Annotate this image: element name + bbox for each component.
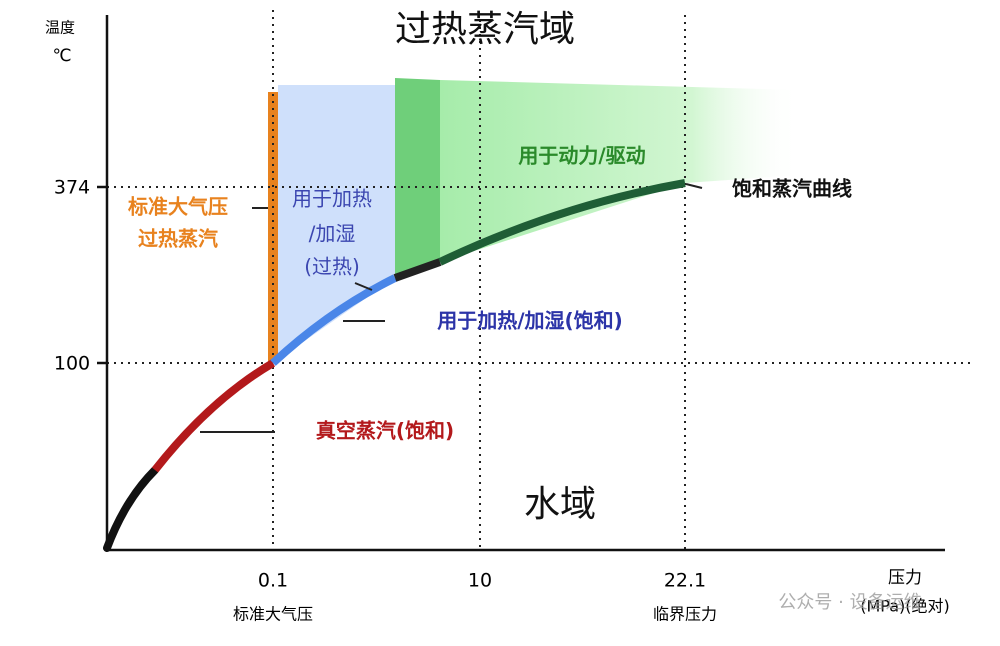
watermark: 公众号 · 设备运维 [778,592,921,613]
gridlines [107,10,975,550]
leader [354,282,373,291]
curve-segment [151,359,276,473]
y-label: ℃ [52,46,71,66]
curve-segment [103,466,159,552]
dark-green-region [395,78,440,278]
curve-segment [393,258,442,282]
curve-label: 用于加热/加湿(饱和) [437,309,623,333]
regions [268,78,800,363]
y-label: 温度 [45,19,75,37]
x-tick-note: 标准大气压 [233,605,313,624]
y-tick-label: 100 [54,353,90,375]
x-tick-label: 10 [468,570,492,592]
region-label: 过热蒸汽 [138,227,218,251]
region-label: (过热) [304,255,360,279]
saturation-curve [103,179,686,552]
x-label: (MPa)(绝对) [860,597,950,616]
curve-label: 真空蒸汽(饱和) [316,419,454,443]
region-label: 标准大气压 [128,195,228,219]
title: 过热蒸汽域 [395,9,575,50]
x-tick-note: 临界压力 [653,605,717,624]
leader [685,183,703,189]
curve-label: 饱和蒸汽曲线 [732,177,852,201]
water-label: 水域 [524,484,596,525]
region-label: /加湿 [309,222,356,246]
region-label: 用于加热 [292,187,372,211]
y-tick-label: 374 [54,177,90,199]
x-label: 压力 [888,568,922,588]
curve-segment [438,179,686,266]
leaders [200,183,703,433]
green-region [440,80,800,262]
curve-segment [270,274,397,366]
region-label: 用于动力/驱动 [518,144,645,168]
axes [97,15,945,552]
x-tick-label: 0.1 [258,570,288,592]
x-tick-label: 22.1 [664,570,706,592]
